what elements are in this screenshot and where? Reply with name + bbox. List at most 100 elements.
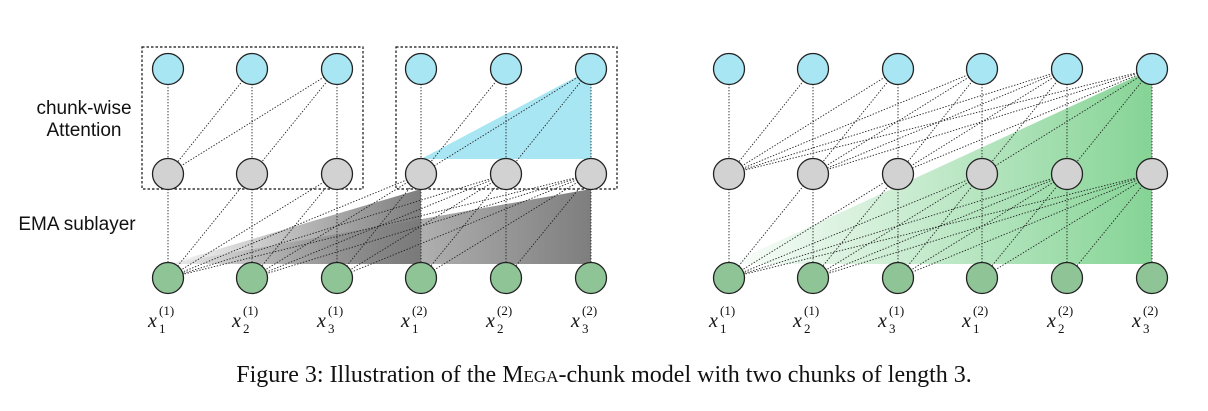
token-label: x 1 (2) — [400, 303, 427, 336]
token-subscript: 3 — [328, 321, 335, 336]
input-token-node — [1135, 261, 1169, 295]
input-token-node — [574, 261, 608, 295]
token-subscript: 1 — [973, 321, 980, 336]
attention-label: chunk-wise Attention — [36, 98, 132, 141]
attention-edge — [897, 68, 1153, 175]
token-base: x — [147, 310, 157, 332]
ema-output-node — [574, 157, 608, 191]
token-superscript: (2) — [1143, 303, 1158, 318]
ema-edge — [897, 173, 1153, 279]
attention-output-node — [1050, 52, 1084, 86]
ema-edge — [728, 173, 983, 279]
attention-edge — [728, 68, 814, 175]
token-label: x 2 (1) — [231, 303, 258, 336]
ema-edge — [251, 173, 338, 279]
token-superscript: (2) — [1058, 303, 1073, 318]
token-superscript: (2) — [412, 303, 427, 318]
attention-edge — [167, 68, 253, 175]
ema-edge — [420, 173, 592, 279]
input-token-node — [235, 261, 269, 295]
attention-edge — [728, 68, 983, 175]
ema-edge — [167, 173, 507, 279]
ema-edge — [728, 173, 1153, 279]
ema-edge — [981, 173, 1153, 279]
token-base: x — [708, 310, 718, 332]
caption-model-name: Mega — [502, 362, 559, 388]
token-label: x 1 (1) — [147, 303, 174, 336]
ema-output-node — [235, 157, 269, 191]
ema-label: EMA sublayer — [18, 214, 136, 235]
attention-edge — [897, 68, 983, 175]
token-label: x 3 (1) — [877, 303, 904, 336]
caption-prefix: Figure 3: Illustration of the — [236, 362, 503, 388]
token-superscript: (1) — [720, 303, 735, 318]
ema-edge — [167, 173, 253, 279]
input-token-node — [712, 261, 746, 295]
attention-output-node — [881, 52, 915, 86]
token-superscript: (1) — [328, 303, 343, 318]
token-subscript: 2 — [804, 321, 811, 336]
token-superscript: (1) — [804, 303, 819, 318]
input-token-node — [796, 261, 830, 295]
token-label: x 3 (2) — [1131, 303, 1158, 336]
attention-edge — [728, 68, 1153, 175]
attention-output-node — [151, 52, 185, 86]
attention-edge — [812, 68, 899, 175]
token-subscript: 1 — [159, 321, 166, 336]
input-token-node — [320, 261, 354, 295]
token-label: x 1 (1) — [708, 303, 735, 336]
token-label: x 2 (2) — [485, 303, 512, 336]
ema-edge — [167, 173, 338, 279]
ema-output-node — [1050, 157, 1084, 191]
input-token-node — [1050, 261, 1084, 295]
token-superscript: (1) — [159, 303, 174, 318]
attention-edge — [981, 68, 1153, 175]
attention-output-node — [796, 52, 830, 86]
attention-output-node — [712, 52, 746, 86]
attention-edge — [812, 68, 1068, 175]
token-subscript: 1 — [412, 321, 419, 336]
attention-edge — [167, 68, 338, 175]
ema-output-node — [881, 157, 915, 191]
ema-output-node — [1135, 157, 1169, 191]
attention-edge — [728, 68, 1068, 175]
attention-output-node — [1135, 52, 1169, 86]
ema-edge — [812, 173, 899, 279]
token-superscript: (2) — [973, 303, 988, 318]
input-token-node — [881, 261, 915, 295]
attention-output-node — [574, 52, 608, 86]
token-subscript: 3 — [889, 321, 896, 336]
attention-output-node — [489, 52, 523, 86]
token-superscript: (1) — [889, 303, 904, 318]
ema-output-node — [796, 157, 830, 191]
token-base: x — [1131, 310, 1141, 332]
input-token-node — [404, 261, 438, 295]
token-base: x — [1046, 310, 1056, 332]
ema-edge — [728, 173, 814, 279]
ema-edge — [728, 173, 1068, 279]
token-superscript: (2) — [497, 303, 512, 318]
token-subscript: 2 — [1058, 321, 1065, 336]
token-label: x 2 (2) — [1046, 303, 1073, 336]
ema-edge — [505, 173, 592, 279]
ema-output-node — [404, 157, 438, 191]
token-label: x 3 (2) — [570, 303, 597, 336]
token-superscript: (2) — [582, 303, 597, 318]
input-token-node — [151, 261, 185, 295]
attention-edge — [812, 68, 1153, 175]
ema-edge — [897, 173, 983, 279]
token-base: x — [231, 310, 241, 332]
ema-fill-chunk-2 — [168, 189, 591, 264]
attention-edge — [728, 68, 899, 175]
caption-suffix: -chunk model with two chunks of length 3… — [558, 362, 972, 388]
figure-caption: Figure 3: Illustration of the Mega-chunk… — [0, 362, 1208, 389]
token-subscript: 3 — [1143, 321, 1150, 336]
ema-output-node — [489, 157, 523, 191]
input-token-node — [489, 261, 523, 295]
token-base: x — [961, 310, 971, 332]
token-base: x — [877, 310, 887, 332]
global-fill — [729, 69, 1152, 264]
ema-edge — [981, 173, 1068, 279]
